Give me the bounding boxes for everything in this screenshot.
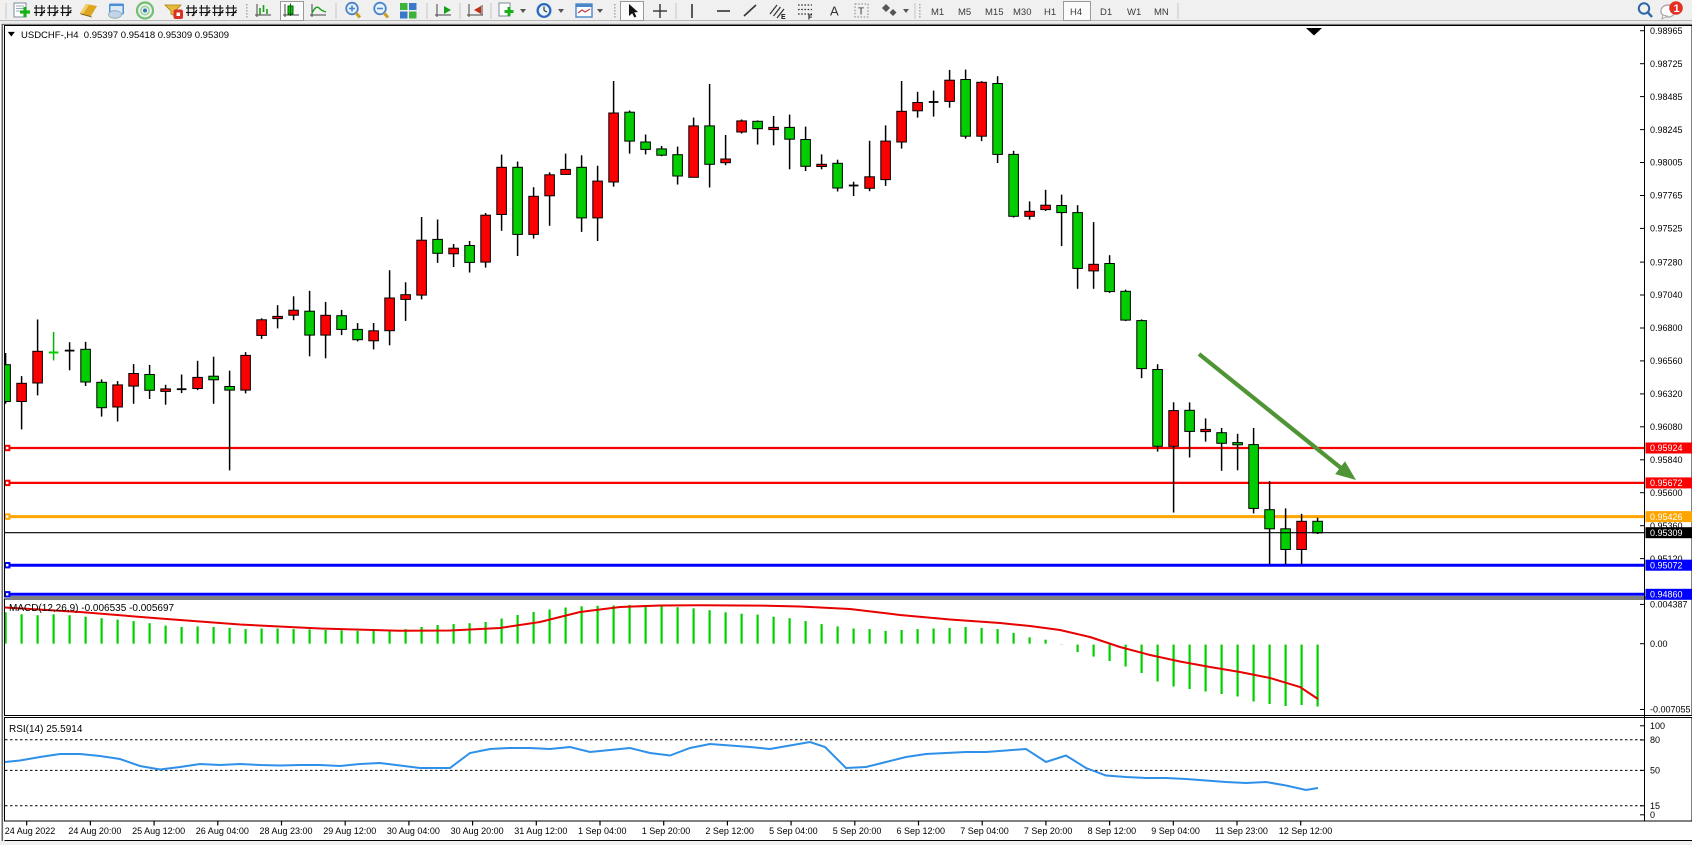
svg-text:MN: MN	[1154, 7, 1169, 18]
svg-text:0.98965: 0.98965	[1650, 26, 1683, 36]
svg-text:30 Aug 04:00: 30 Aug 04:00	[387, 826, 440, 836]
svg-text:T: T	[858, 7, 864, 18]
svg-text:RSI(14) 25.5914: RSI(14) 25.5914	[9, 724, 83, 735]
svg-text:0.96800: 0.96800	[1650, 323, 1683, 333]
svg-text:W1: W1	[1127, 7, 1141, 18]
svg-text:A: A	[830, 4, 839, 19]
svg-text:0.95840: 0.95840	[1650, 455, 1683, 465]
svg-text:0.96320: 0.96320	[1650, 389, 1683, 399]
svg-text:0.95072: 0.95072	[1650, 560, 1683, 570]
svg-text:12 Sep 12:00: 12 Sep 12:00	[1279, 826, 1333, 836]
svg-text:24 Aug 20:00: 24 Aug 20:00	[68, 826, 121, 836]
svg-text:24 Aug 2022: 24 Aug 2022	[5, 826, 56, 836]
svg-text:0.98725: 0.98725	[1650, 59, 1683, 69]
svg-text:0.96560: 0.96560	[1650, 356, 1683, 366]
svg-text:0.97765: 0.97765	[1650, 191, 1683, 201]
svg-text:28 Aug 23:00: 28 Aug 23:00	[260, 826, 313, 836]
svg-text:M15: M15	[985, 7, 1003, 18]
svg-text:0.97040: 0.97040	[1650, 290, 1683, 300]
svg-text:1 Sep 20:00: 1 Sep 20:00	[642, 826, 691, 836]
svg-text:0.95672: 0.95672	[1650, 478, 1683, 488]
svg-text:5 Sep 20:00: 5 Sep 20:00	[833, 826, 882, 836]
svg-text:5 Sep 04:00: 5 Sep 04:00	[769, 826, 818, 836]
svg-text:7 Sep 20:00: 7 Sep 20:00	[1024, 826, 1073, 836]
svg-text:0.94860: 0.94860	[1650, 590, 1683, 600]
svg-text:26 Aug 04:00: 26 Aug 04:00	[196, 826, 249, 836]
svg-text:50: 50	[1650, 766, 1660, 776]
svg-text:-0.007055: -0.007055	[1650, 705, 1691, 715]
svg-text:0.00: 0.00	[1650, 639, 1668, 649]
svg-text:15: 15	[1650, 801, 1660, 811]
svg-text:31 Aug 12:00: 31 Aug 12:00	[514, 826, 567, 836]
svg-text:0.97525: 0.97525	[1650, 224, 1683, 234]
svg-text:H4: H4	[1070, 7, 1082, 18]
svg-text:0.95120: 0.95120	[1650, 554, 1683, 564]
svg-text:0.95600: 0.95600	[1650, 488, 1683, 498]
svg-text:0.95426: 0.95426	[1650, 512, 1683, 522]
svg-text:1 Sep 04:00: 1 Sep 04:00	[578, 826, 627, 836]
svg-text:29 Aug 12:00: 29 Aug 12:00	[323, 826, 376, 836]
svg-text:E: E	[781, 14, 786, 21]
svg-text:M5: M5	[958, 7, 971, 18]
svg-text:11 Sep 23:00: 11 Sep 23:00	[1215, 826, 1268, 836]
svg-text:H1: H1	[1044, 7, 1056, 18]
svg-text:MACD(12,26,9) -0.006535 -0.005: MACD(12,26,9) -0.006535 -0.005697	[9, 603, 175, 614]
svg-text:1: 1	[1674, 3, 1680, 15]
svg-text:0.95309: 0.95309	[1650, 528, 1683, 538]
svg-text:0.95360: 0.95360	[1650, 521, 1683, 531]
svg-text:25 Aug 12:00: 25 Aug 12:00	[132, 826, 185, 836]
svg-text:9 Sep 04:00: 9 Sep 04:00	[1151, 826, 1200, 836]
svg-text:F: F	[808, 15, 813, 22]
svg-text:M30: M30	[1013, 7, 1031, 18]
svg-text:7 Sep 04:00: 7 Sep 04:00	[960, 826, 1009, 836]
svg-text:USDCHF-,H4 0.95397 0.95418 0.: USDCHF-,H4 0.95397 0.95418 0.95309 0.953…	[21, 30, 229, 41]
svg-text:2 Sep 12:00: 2 Sep 12:00	[705, 826, 754, 836]
svg-text:0.96080: 0.96080	[1650, 422, 1683, 432]
svg-text:0: 0	[1650, 810, 1655, 820]
svg-text:0.98485: 0.98485	[1650, 92, 1683, 102]
svg-text:8 Sep 12:00: 8 Sep 12:00	[1088, 826, 1137, 836]
svg-text:0.98005: 0.98005	[1650, 158, 1683, 168]
svg-text:100: 100	[1650, 721, 1665, 731]
svg-text:D1: D1	[1100, 7, 1112, 18]
svg-text:80: 80	[1650, 735, 1660, 745]
svg-text:30 Aug 20:00: 30 Aug 20:00	[451, 826, 504, 836]
svg-text:0.98245: 0.98245	[1650, 125, 1683, 135]
svg-text:6 Sep 12:00: 6 Sep 12:00	[897, 826, 946, 836]
svg-text:0.97280: 0.97280	[1650, 257, 1683, 267]
svg-text:0.004387: 0.004387	[1650, 600, 1688, 610]
svg-text:0.95924: 0.95924	[1650, 443, 1683, 453]
svg-text:M1: M1	[931, 7, 944, 18]
